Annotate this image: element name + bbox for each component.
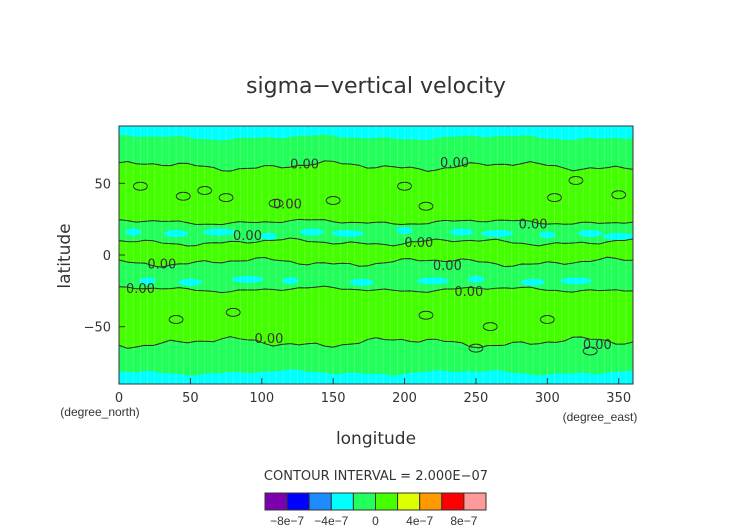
contour-loop (568, 175, 584, 185)
y-tick-label: −50 (84, 321, 111, 336)
colorbar-swatch (352, 492, 376, 511)
y-tick-label: 50 (94, 177, 111, 192)
colorbar-swatch (463, 492, 487, 511)
contour-label: 0.00 (404, 236, 433, 251)
cyan-patch (449, 228, 474, 236)
colorbar-swatch (286, 492, 310, 511)
x-tick-label: 350 (606, 391, 631, 406)
contour-label: 0.00 (440, 156, 469, 171)
x-tick-label: 200 (392, 391, 417, 406)
colorbar-swatch (264, 492, 288, 511)
contour-label: 0.00 (583, 338, 612, 353)
cyan-patch (396, 227, 413, 235)
cyan-patch (178, 278, 203, 286)
cyan-patch (521, 278, 546, 286)
contour-line (119, 336, 633, 349)
contour-loop (218, 193, 234, 203)
colorbar-label: 8e−7 (450, 514, 477, 528)
contour-loop (482, 322, 498, 332)
contour-label: 0.00 (233, 229, 262, 244)
colorbar-label: 4e−7 (406, 514, 433, 528)
contour-line (119, 256, 633, 268)
y-axis-label: latitude (55, 223, 75, 288)
contour-label: 0.00 (454, 285, 483, 300)
contour-loop (418, 201, 434, 211)
contour-label: 0.00 (126, 282, 155, 297)
band-pos-north (119, 160, 633, 225)
colorbar-label: −8e−7 (270, 514, 304, 528)
x-units-label: (degree_east) (563, 410, 638, 424)
contour-line (119, 237, 633, 247)
contour-label: 0.00 (519, 217, 548, 232)
contour-loop (325, 196, 341, 206)
colorbar: −8e−7 −4e−7 0 4e−7 8e−7 (264, 492, 487, 528)
colorbar-swatch (419, 492, 443, 511)
contour-label: 0.00 (433, 259, 462, 274)
cyan-patch (559, 277, 592, 285)
contour-line (119, 285, 633, 294)
contour-loop (611, 190, 627, 200)
contour-loop (168, 315, 184, 324)
contour-line (119, 218, 633, 226)
contour-label: 0.00 (273, 197, 302, 212)
cyan-patch (231, 275, 264, 283)
cyan-patch (467, 275, 484, 283)
x-tick-label: 300 (535, 391, 560, 406)
x-axis-label: longitude (336, 429, 416, 449)
cyan-patch (299, 228, 324, 236)
y-tick-label: 0 (103, 249, 111, 264)
contour-label: 0.00 (290, 157, 319, 172)
contour-label: 0.00 (254, 332, 283, 347)
colorbar-swatch (397, 492, 421, 511)
cyan-patch (602, 232, 633, 240)
y-units-label: (degree_north) (60, 405, 139, 419)
cyan-patch (417, 277, 450, 285)
band-pos-equator (119, 238, 633, 268)
contour-loop (546, 193, 562, 203)
colorbar-swatch (330, 492, 354, 511)
cyan-patch (282, 277, 299, 285)
cyan-patch (260, 232, 277, 240)
colorbar-swatch (308, 492, 332, 511)
contour-loop (225, 307, 241, 317)
contour-loop (268, 198, 284, 208)
x-tick-label: 150 (321, 391, 346, 406)
cyan-patch (481, 230, 514, 237)
contour-loop (539, 315, 555, 324)
plot-area: 0.00 0.000.000.000.00 0.000.000.00 0.000.00… (84, 125, 634, 406)
x-tick-label: 50 (182, 391, 199, 406)
cyan-patch (164, 230, 189, 237)
band-pos-south (119, 286, 633, 349)
x-tick-label: 250 (464, 391, 489, 406)
contour-loop (397, 181, 413, 191)
x-tick-label: 100 (249, 391, 274, 406)
x-tick-label: 0 (115, 391, 123, 406)
contour-loop (468, 343, 484, 353)
colorbar-swatch (375, 492, 399, 511)
field: 0.00 0.000.000.000.00 0.000.000.00 0.000.00… (119, 126, 633, 384)
cyan-patch (125, 228, 142, 236)
cyan-patch (331, 230, 364, 237)
contour-label: 0.00 (147, 258, 176, 273)
contour-loop (175, 191, 191, 201)
cyan-patch (139, 277, 156, 285)
colorbar-label: 0 (372, 514, 379, 528)
colorbar-label: −4e−7 (314, 514, 348, 528)
contour-loop (197, 186, 213, 195)
contour-interval-label: CONTOUR INTERVAL = 2.000E−07 (264, 469, 488, 484)
cyan-patch (578, 230, 603, 237)
chart-title: sigma−vertical velocity (246, 74, 506, 99)
contour-loop (582, 346, 598, 356)
cyan-patch (539, 231, 556, 239)
contour-loop (418, 310, 434, 320)
colorbar-swatch (441, 492, 465, 511)
contour-line (119, 160, 633, 172)
cyan-patch (349, 278, 374, 286)
contour-loop (132, 181, 148, 191)
cyan-patch (202, 228, 235, 236)
